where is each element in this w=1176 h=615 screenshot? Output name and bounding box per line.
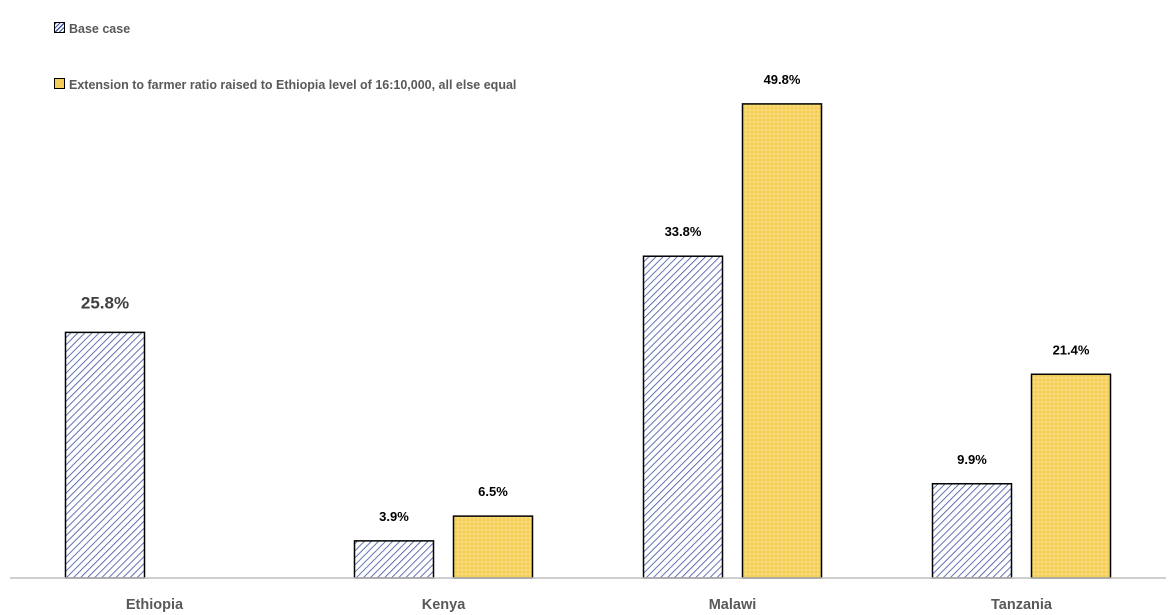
bar-tanzania-base-case xyxy=(931,483,1013,579)
bar-kenya-base-case xyxy=(353,540,435,579)
bar-malawi-base-case xyxy=(642,255,724,579)
data-label-malawi-extension: 49.8% xyxy=(764,72,801,87)
legend-label-extension: Extension to farmer ratio raised to Ethi… xyxy=(69,78,517,92)
legend: Base case Extension to farmer ratio rais… xyxy=(54,20,524,132)
legend-label-base-case: Base case xyxy=(69,22,131,36)
x-tick-label-malawi: Malawi xyxy=(709,597,757,613)
data-label-kenya-base-case: 3.9% xyxy=(379,509,409,524)
legend-item-extension: Extension to farmer ratio raised to Ethi… xyxy=(54,76,524,94)
legend-swatch-extension xyxy=(54,78,65,89)
data-label-tanzania-base-case: 9.9% xyxy=(957,452,987,467)
x-tick-label-tanzania: Tanzania xyxy=(991,597,1053,613)
bar-kenya-extension xyxy=(452,515,534,579)
data-label-kenya-extension: 6.5% xyxy=(478,484,508,499)
legend-item-base-case: Base case xyxy=(54,20,524,38)
bar-ethiopia-base-case xyxy=(64,331,146,579)
data-label-malawi-base-case: 33.8% xyxy=(665,224,702,239)
data-label-tanzania-extension: 21.4% xyxy=(1053,342,1090,357)
x-tick-label-ethiopia: Ethiopia xyxy=(126,597,184,613)
bar-malawi-extension xyxy=(741,103,823,579)
data-label-ethiopia-base-case: 25.8% xyxy=(81,293,129,312)
legend-swatch-base-case xyxy=(54,22,65,33)
x-tick-label-kenya: Kenya xyxy=(422,597,466,613)
bar-tanzania-extension xyxy=(1030,373,1112,579)
